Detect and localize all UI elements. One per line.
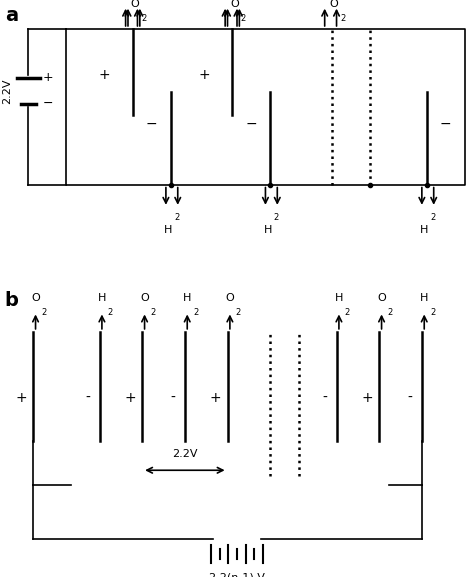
Text: 2: 2 [345, 308, 350, 317]
Text: 2: 2 [193, 308, 199, 317]
Text: 2.2(n-1) V: 2.2(n-1) V [209, 572, 265, 577]
Text: 2: 2 [387, 308, 393, 317]
Text: 2: 2 [240, 14, 246, 23]
Text: O: O [230, 0, 239, 9]
Text: -: - [408, 391, 412, 405]
Text: +: + [210, 391, 221, 405]
Text: −: − [146, 117, 157, 131]
Text: O: O [31, 293, 40, 303]
Text: +: + [43, 72, 53, 84]
Text: O: O [330, 0, 338, 9]
Text: 2: 2 [108, 308, 113, 317]
Text: H: H [164, 225, 173, 235]
Text: H: H [98, 293, 106, 303]
Text: 2: 2 [174, 213, 180, 223]
Text: O: O [377, 293, 386, 303]
Text: O: O [140, 293, 149, 303]
Text: 2: 2 [430, 308, 436, 317]
Text: 2.2V: 2.2V [2, 78, 12, 104]
Text: O: O [226, 293, 234, 303]
Text: H: H [335, 293, 343, 303]
Text: -: - [322, 391, 327, 405]
Text: -: - [85, 391, 90, 405]
Text: a: a [5, 6, 18, 25]
Text: +: + [16, 391, 27, 405]
Text: −: − [43, 98, 53, 110]
Text: 2: 2 [150, 308, 156, 317]
Text: H: H [264, 225, 272, 235]
Text: +: + [362, 391, 373, 405]
Text: -: - [171, 391, 175, 405]
Text: −: − [246, 117, 257, 131]
Text: O: O [131, 0, 139, 9]
Text: +: + [198, 68, 210, 82]
Text: −: − [440, 117, 451, 131]
Text: 2: 2 [430, 213, 436, 223]
Text: H: H [183, 293, 191, 303]
Text: H: H [420, 293, 428, 303]
Text: 2.2V: 2.2V [172, 449, 198, 459]
Text: H: H [420, 225, 428, 235]
Text: 2: 2 [141, 14, 146, 23]
Text: +: + [125, 391, 136, 405]
Text: 2: 2 [340, 14, 346, 23]
Text: 2: 2 [41, 308, 47, 317]
Text: +: + [99, 68, 110, 82]
Text: b: b [5, 291, 18, 310]
Text: 2: 2 [236, 308, 241, 317]
Text: 2: 2 [273, 213, 279, 223]
